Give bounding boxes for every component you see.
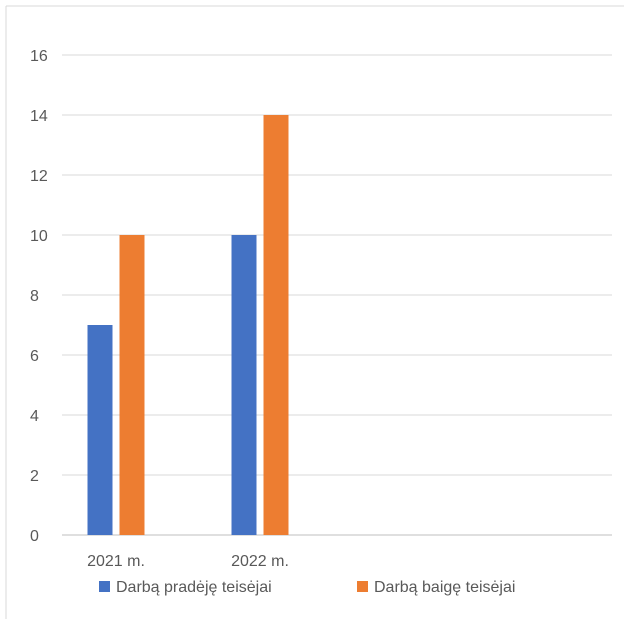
legend-swatch bbox=[357, 581, 368, 592]
y-tick-label: 8 bbox=[30, 288, 39, 305]
y-axis-tick-labels: 0 2 4 6 8 10 12 14 16 bbox=[30, 48, 48, 545]
bar-finished-0 bbox=[119, 235, 145, 535]
legend-label: Darbą pradėję teisėjai bbox=[116, 579, 272, 596]
bar-started-0 bbox=[87, 325, 113, 535]
gridlines bbox=[62, 54, 612, 536]
legend-label: Darbą baigę teisėjai bbox=[374, 579, 515, 596]
legend-swatch bbox=[99, 581, 110, 592]
bar-finished-1 bbox=[263, 115, 289, 535]
y-tick-label: 4 bbox=[30, 408, 39, 425]
bar-started-1 bbox=[231, 235, 257, 535]
y-tick-label: 2 bbox=[30, 468, 39, 485]
y-tick-label: 6 bbox=[30, 348, 39, 365]
x-axis-tick-labels: 2021 m. 2022 m. bbox=[87, 553, 289, 570]
x-tick-label: 2022 m. bbox=[231, 553, 289, 570]
y-tick-label: 0 bbox=[30, 528, 39, 545]
bars bbox=[87, 115, 289, 535]
y-tick-label: 16 bbox=[30, 48, 48, 65]
y-tick-label: 10 bbox=[30, 228, 48, 245]
y-tick-label: 14 bbox=[30, 108, 48, 125]
x-tick-label: 2021 m. bbox=[87, 553, 145, 570]
legend: Darbą pradėję teisėjai Darbą baigę teisėj… bbox=[99, 579, 515, 596]
y-tick-label: 12 bbox=[30, 168, 48, 185]
